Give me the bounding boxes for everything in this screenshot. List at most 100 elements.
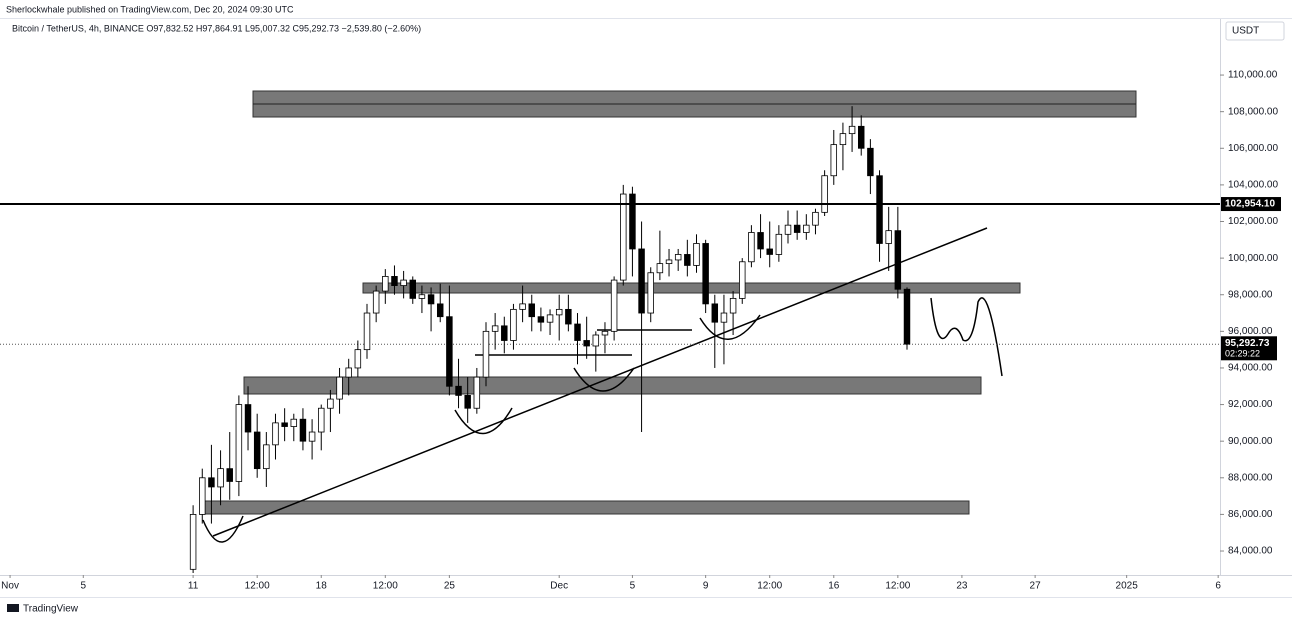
candle-body — [455, 385, 462, 396]
y-tick-label: 102,000.00 — [1228, 216, 1278, 227]
candle-body — [491, 325, 499, 332]
candle-body — [684, 254, 691, 266]
candle-body — [620, 193, 627, 281]
candle-body — [720, 312, 728, 323]
logo-icon — [7, 604, 19, 612]
candle-body — [830, 144, 838, 177]
candle-body — [473, 376, 481, 409]
candle-body — [208, 477, 215, 488]
candle-body — [775, 233, 783, 255]
candle-body — [592, 334, 600, 347]
candle-body — [876, 175, 883, 244]
x-tick-label: 9 — [703, 581, 709, 592]
x-tick-label: 5 — [81, 581, 87, 592]
x-tick-label: 18 — [316, 581, 328, 592]
candle-body — [382, 276, 389, 292]
candle-body — [418, 294, 426, 299]
horizontal-line-label: 102,954.10 — [1225, 199, 1275, 210]
candle-body — [894, 230, 902, 290]
candle-body — [436, 303, 444, 318]
candle-body — [729, 297, 737, 314]
y-tick-label: 88,000.00 — [1228, 472, 1273, 483]
y-tick-label: 110,000.00 — [1228, 70, 1278, 81]
price-label-box — [1221, 197, 1281, 212]
zone — [243, 376, 982, 395]
candle-body — [610, 279, 618, 332]
candle-body — [427, 294, 435, 305]
candle-body — [674, 254, 682, 261]
candle-body — [739, 261, 746, 299]
candle-body — [235, 404, 243, 482]
x-tick-label: Nov — [1, 581, 19, 592]
x-tick-label: 12:00 — [373, 581, 398, 592]
currency-button[interactable] — [1225, 21, 1285, 41]
y-tick-label: 104,000.00 — [1228, 180, 1278, 191]
y-tick-label: 84,000.00 — [1228, 546, 1273, 557]
price-label-box — [1221, 336, 1277, 361]
candle-body — [263, 444, 270, 470]
candle-body — [711, 303, 719, 323]
x-tick-label: 12:00 — [885, 581, 910, 592]
candle-body — [199, 477, 206, 515]
candle-body — [583, 340, 590, 347]
candle-body — [766, 248, 773, 255]
symbol-line: Bitcoin / TetherUS, 4h, BINANCE O97,832.… — [12, 23, 421, 33]
y-tick-label: 90,000.00 — [1228, 436, 1273, 447]
candle-body — [189, 514, 197, 570]
candle-body — [793, 224, 801, 233]
candle-body — [391, 276, 398, 286]
x-tick-label: 2025 — [1116, 581, 1139, 592]
x-tick-label: 12:00 — [245, 581, 270, 592]
x-tick-label: 16 — [828, 581, 840, 592]
candle-body — [281, 422, 288, 427]
candle-body — [372, 290, 380, 314]
candle-body — [748, 232, 755, 263]
candle-body — [839, 133, 847, 146]
currency-label: USDT — [1232, 26, 1259, 37]
y-tick-label: 94,000.00 — [1228, 363, 1273, 374]
candle-body — [757, 232, 764, 250]
y-tick-label: 86,000.00 — [1228, 509, 1273, 520]
projection-squiggle — [930, 297, 1003, 377]
author-line: Sherlockwhale published on TradingView.c… — [6, 4, 294, 14]
candle-body — [903, 288, 911, 345]
candle-body — [327, 398, 334, 409]
candle-body — [345, 367, 352, 378]
candle-body — [784, 224, 792, 235]
last-price-label: 95,292.73 — [1225, 338, 1270, 349]
arc — [454, 407, 513, 435]
brand-text: TradingView — [23, 604, 79, 615]
candle-body — [363, 312, 371, 351]
candle-body — [537, 316, 545, 323]
candle-body — [656, 263, 664, 274]
x-tick-label: 27 — [1030, 581, 1042, 592]
y-tick-label: 100,000.00 — [1228, 253, 1278, 264]
y-tick-label: 108,000.00 — [1228, 106, 1278, 117]
candle-body — [482, 330, 490, 378]
x-tick-label: Dec — [550, 581, 568, 592]
candle-body — [299, 418, 307, 442]
candle-body — [354, 349, 362, 369]
arc — [699, 314, 761, 340]
brand-logo[interactable]: TradingView — [7, 604, 79, 615]
candle-body — [446, 316, 453, 387]
candle-body — [821, 175, 828, 213]
candle-body — [409, 279, 417, 299]
x-tick-label: 11 — [188, 581, 199, 592]
candle-body — [510, 308, 517, 341]
candle-body — [501, 325, 508, 341]
candle-body — [217, 468, 224, 488]
candle-body — [464, 395, 471, 409]
candle-body — [812, 211, 819, 226]
y-tick-label: 106,000.00 — [1228, 143, 1278, 154]
candle-body — [702, 243, 709, 305]
candle-body — [693, 243, 700, 266]
candle-body — [226, 468, 233, 482]
x-tick-label: 5 — [630, 581, 636, 592]
candle-body — [665, 259, 673, 265]
trendline — [212, 227, 988, 537]
candle-body — [400, 279, 407, 286]
countdown: 02:29:22 — [1225, 349, 1260, 359]
candle-body — [272, 422, 279, 446]
zone — [362, 282, 1021, 294]
